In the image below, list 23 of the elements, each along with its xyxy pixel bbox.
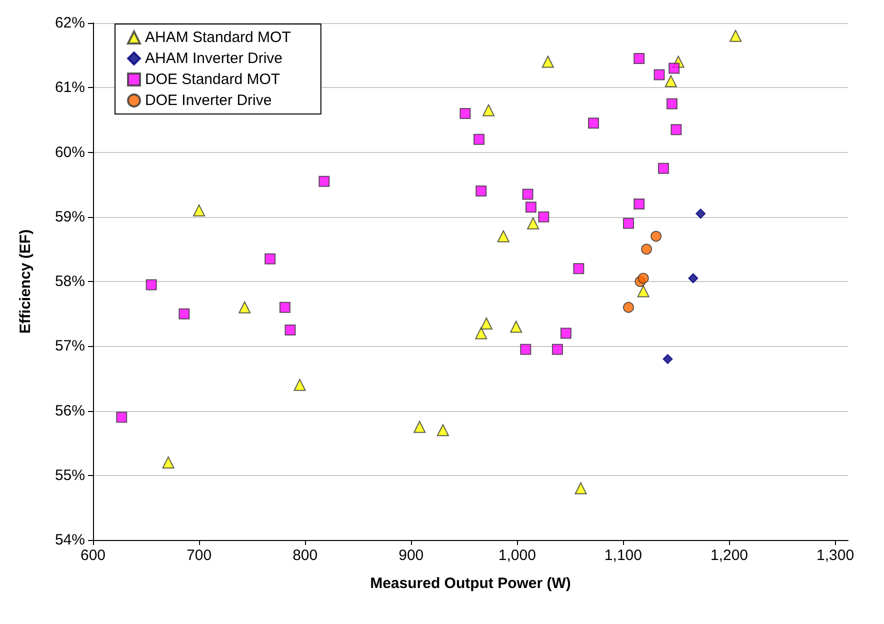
y-tick-label: 62% — [54, 14, 85, 32]
y-tick-label: 59% — [54, 208, 85, 226]
legend-label: AHAM Inverter Drive — [145, 50, 283, 67]
y-tick-label: 56% — [54, 402, 85, 420]
y-tick-label: 57% — [54, 338, 85, 355]
x-tick-label: 1,000 — [498, 547, 536, 564]
y-tick-label: 54% — [54, 532, 85, 548]
x-tick-label: 1,200 — [710, 547, 748, 564]
y-tick-label: 61% — [54, 79, 85, 96]
x-tick-label: 900 — [398, 547, 424, 564]
x-tick-label: 600 — [80, 547, 106, 564]
x-axis-title: Measured Output Power (W) — [370, 575, 571, 592]
legend-label: AHAM Standard MOT — [145, 29, 291, 46]
x-tick-label: 700 — [186, 547, 212, 564]
y-tick-label: 58% — [54, 273, 85, 290]
y-tick-label: 55% — [54, 466, 85, 484]
legend-label: DOE Inverter Drive — [145, 92, 272, 109]
legend-label: DOE Standard MOT — [145, 71, 280, 88]
x-tick-label: 1,100 — [604, 547, 642, 564]
x-tick-label: 1,300 — [816, 547, 854, 564]
y-tick-label: 60% — [54, 144, 85, 161]
y-axis-title: Efficiency (EF) — [17, 229, 34, 334]
x-tick-label: 800 — [292, 547, 318, 564]
